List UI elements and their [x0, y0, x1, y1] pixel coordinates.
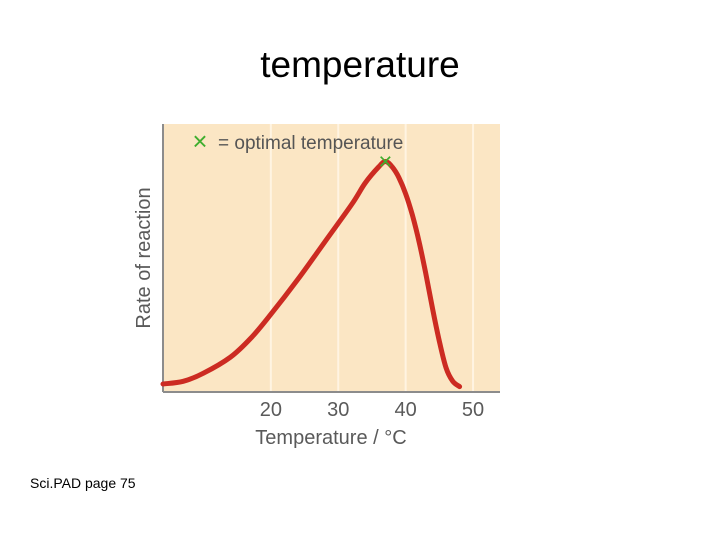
- y-axis-title: Rate of reaction: [133, 187, 155, 328]
- x-tick-label: 50: [462, 399, 484, 421]
- data-line: [160, 159, 463, 390]
- legend-label: = optimal temperature: [218, 133, 403, 154]
- footer-text: Sci.PAD page 75: [30, 475, 136, 491]
- gridlines: [269, 124, 475, 392]
- plot-background: [163, 124, 500, 392]
- x-tick-labels: 20 30 40 50: [260, 399, 484, 421]
- x-tick-label: 40: [395, 399, 417, 421]
- x-axis-title: Temperature / °C: [255, 427, 406, 449]
- legend: × = optimal temperature: [192, 126, 403, 156]
- optimum-marker-icon: ×: [378, 149, 392, 176]
- legend-marker-icon: ×: [192, 126, 207, 156]
- slide-title: temperature: [260, 44, 460, 85]
- x-tick-label: 20: [260, 399, 282, 421]
- x-tick-label: 30: [327, 399, 349, 421]
